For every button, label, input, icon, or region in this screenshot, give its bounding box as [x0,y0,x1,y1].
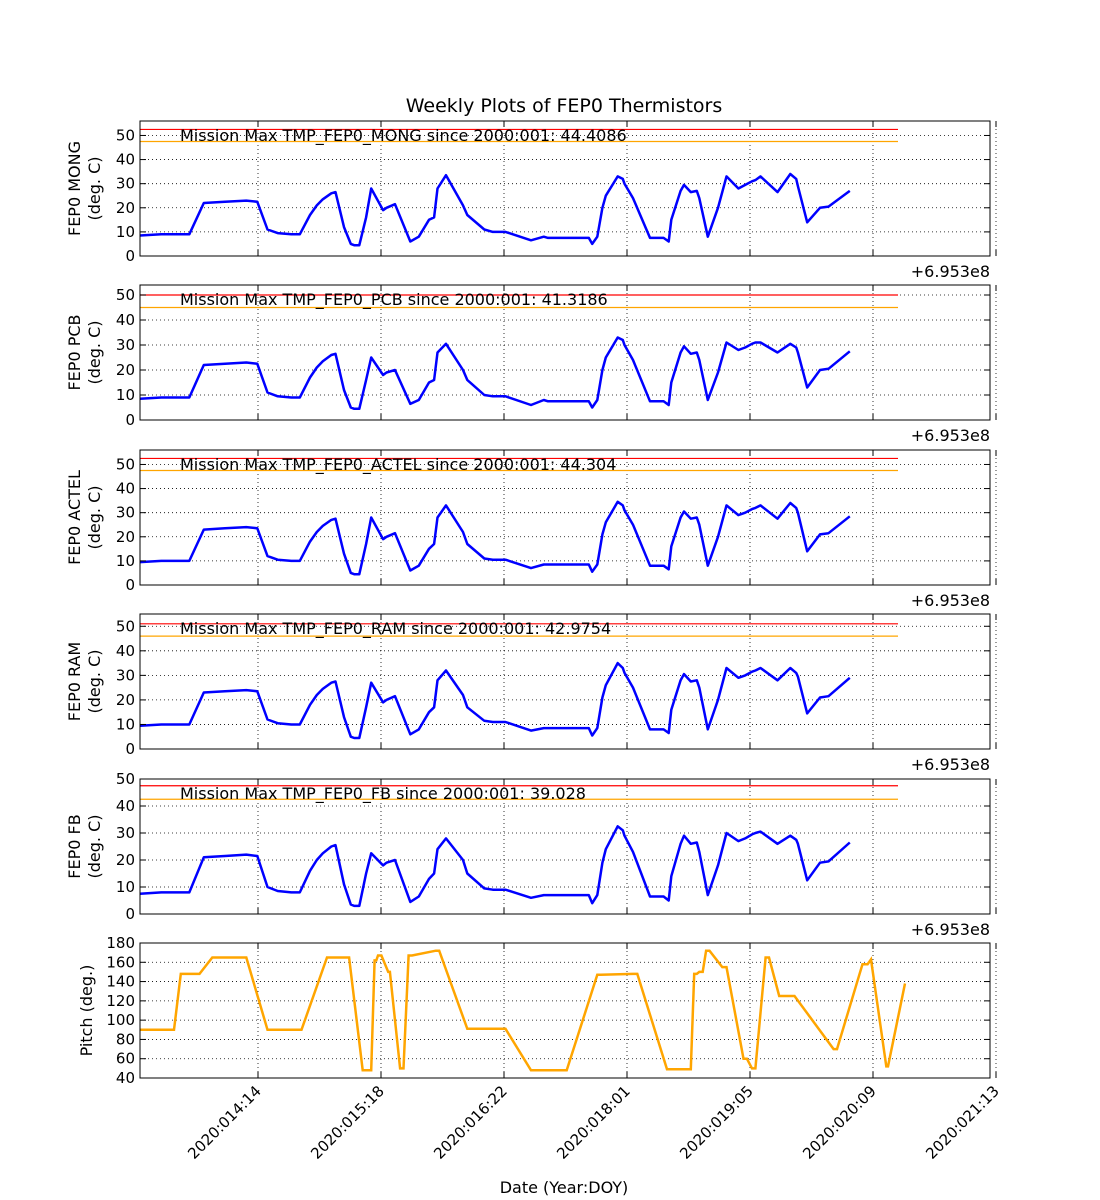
y-tick-label: 40 [116,1069,135,1087]
x-tick-label: 2020:019:05 [676,1082,757,1163]
y-tick-label: 20 [116,199,135,217]
x-tick-label: 2020:014:14 [184,1082,265,1163]
x-axis-label: Date (Year:DOY) [500,1178,629,1197]
y-tick-label: 0 [125,576,135,594]
y-axis-label-line1: FEP0 RAM [65,642,84,721]
y-axis-label-line1: FEP0 PCB [65,314,84,390]
y-tick-label: 100 [106,1011,135,1029]
x-tick-label: 2020:015:18 [307,1082,388,1163]
y-axis-label: Pitch (deg.) [77,965,96,1057]
temperature-series-line [139,336,851,411]
panel-2: Mission Max TMP_FEP0_PCB since 2000:001:… [65,284,997,445]
y-tick-label: 20 [116,361,135,379]
panel-4: Mission Max TMP_FEP0_RAM since 2000:001:… [65,613,997,774]
y-axis-label-line1: FEP0 MONG [65,141,84,236]
pitch-series-line [140,949,907,1072]
y-tick-label: 120 [106,992,135,1010]
y-tick-label: 0 [125,411,135,429]
mission-max-annotation: Mission Max TMP_FEP0_ACTEL since 2000:00… [180,455,616,475]
x-offset-label: +6.953e8 [911,262,990,281]
y-axis-label-line2: (deg. C) [85,650,104,714]
x-offset-label: +6.953e8 [911,920,990,939]
panel-frame [139,613,991,750]
x-offset-label: +6.953e8 [911,426,990,445]
panel-3: Mission Max TMP_FEP0_ACTEL since 2000:00… [65,449,997,610]
y-tick-label: 30 [116,175,135,193]
y-tick-label: 10 [116,878,135,896]
y-tick-label: 60 [116,1050,135,1068]
x-offset-label: +6.953e8 [911,755,990,774]
panel-frame [139,942,991,1079]
panel-frame [139,120,991,257]
mission-max-annotation: Mission Max TMP_FEP0_RAM since 2000:001:… [180,619,611,639]
y-tick-label: 50 [116,286,135,304]
panel-frame [139,284,991,421]
y-axis-label-line1: FEP0 ACTEL [65,470,84,565]
panel-frame [139,778,991,915]
y-axis-label-line2: (deg. C) [85,815,104,879]
y-tick-label: 30 [116,504,135,522]
y-tick-label: 10 [116,715,135,733]
panels-group: Mission Max TMP_FEP0_MONG since 2000:001… [65,120,1003,1163]
y-tick-label: 140 [106,973,135,991]
mission-max-annotation: Mission Max TMP_FEP0_MONG since 2000:001… [180,126,627,146]
y-tick-label: 50 [116,770,135,788]
y-tick-label: 30 [116,824,135,842]
y-tick-label: 40 [116,151,135,169]
y-axis-label-line2: (deg. C) [85,157,104,221]
y-tick-label: 10 [116,386,135,404]
x-tick-label: 2020:021:13 [922,1082,1003,1163]
y-tick-label: 40 [116,311,135,329]
y-tick-label: 80 [116,1030,135,1048]
y-tick-label: 20 [116,691,135,709]
y-tick-label: 40 [116,480,135,498]
temperature-series-line [139,825,851,908]
mission-max-annotation: Mission Max TMP_FEP0_PCB since 2000:001:… [180,290,608,310]
y-tick-label: 160 [106,953,135,971]
y-tick-label: 30 [116,666,135,684]
y-tick-label: 40 [116,642,135,660]
chart-title: Weekly Plots of FEP0 Thermistors [406,95,723,117]
panel-frame [139,449,991,586]
mission-max-annotation: Mission Max TMP_FEP0_FB since 2000:001: … [180,784,586,804]
y-tick-label: 180 [106,934,135,952]
x-offset-label: +6.953e8 [911,591,990,610]
y-tick-label: 0 [125,247,135,265]
y-axis-label-line1: FEP0 FB [65,814,84,878]
x-tick-label: 2020:020:09 [799,1082,880,1163]
panel-5: Mission Max TMP_FEP0_FB since 2000:001: … [65,770,997,939]
panel-1: Mission Max TMP_FEP0_MONG since 2000:001… [65,120,997,281]
y-tick-label: 0 [125,740,135,758]
y-tick-label: 50 [116,126,135,144]
y-tick-label: 50 [116,617,135,635]
y-axis-label-line2: (deg. C) [85,321,104,385]
y-tick-label: 50 [116,455,135,473]
y-tick-label: 10 [116,223,135,241]
x-tick-label: 2020:018:01 [553,1082,634,1163]
x-tick-label: 2020:016:22 [430,1082,511,1163]
y-tick-label: 30 [116,336,135,354]
y-tick-label: 40 [116,797,135,815]
y-tick-label: 0 [125,905,135,923]
y-tick-label: 20 [116,528,135,546]
temperature-series-line [139,172,851,247]
y-tick-label: 10 [116,552,135,570]
temperature-series-line [139,661,851,740]
y-axis-label-line2: (deg. C) [85,486,104,550]
y-tick-label: 20 [116,851,135,869]
temperature-series-line [139,500,851,576]
